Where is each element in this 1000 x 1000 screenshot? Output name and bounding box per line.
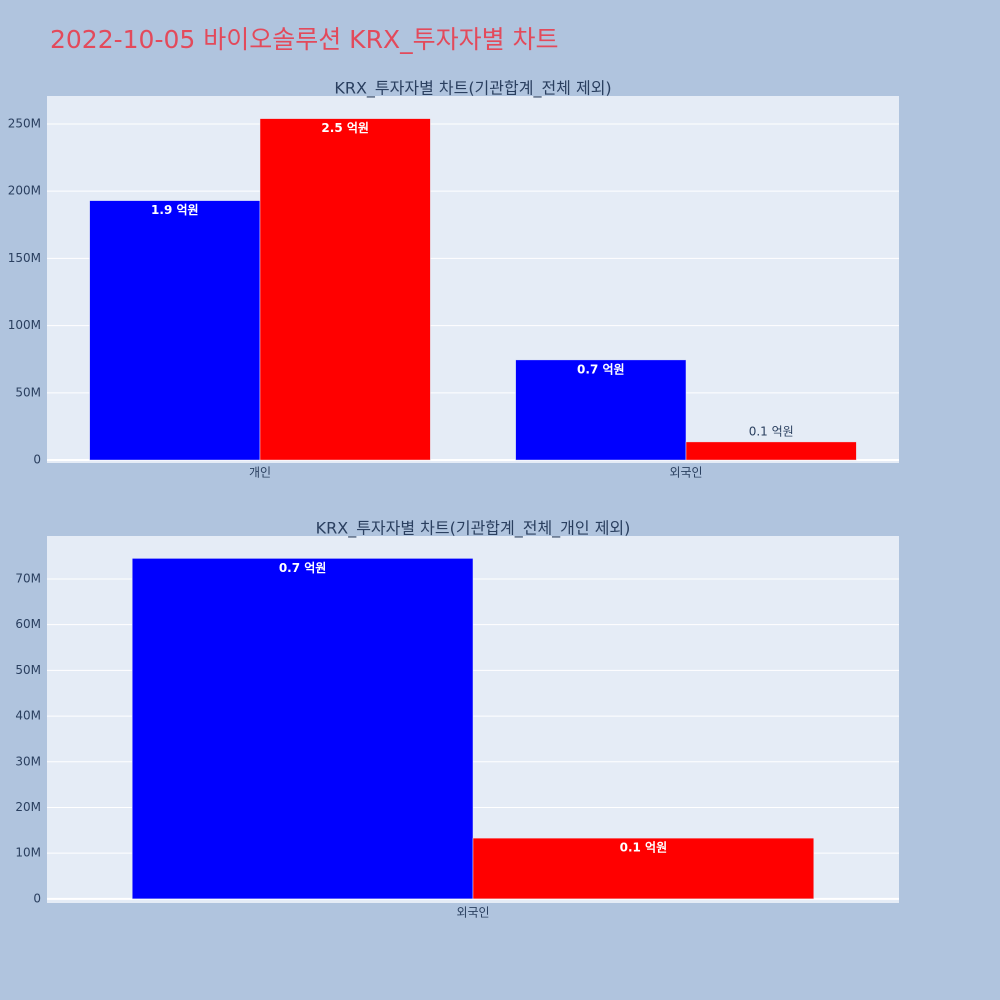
bar <box>259 118 431 461</box>
y-tick-label: 250M <box>8 116 41 130</box>
y-tick-label: 0 <box>33 453 41 467</box>
page-title: 2022-10-05 바이오솔루션 KRX_투자자별 차트 <box>50 25 559 54</box>
y-tick-label: 0 <box>33 891 41 905</box>
y-tick-label: 70M <box>15 571 41 585</box>
value-label: 0.1 억원 <box>620 841 668 855</box>
y-tick-label: 150M <box>8 251 41 265</box>
chart-title: KRX_투자자별 차트(기관합계_전체_개인 제외) <box>316 519 631 539</box>
y-tick-label: 200M <box>8 184 41 198</box>
y-tick-label: 100M <box>8 318 41 332</box>
x-tick-label: 외국인 <box>456 906 489 920</box>
y-tick-label: 30M <box>15 754 41 768</box>
bar <box>685 441 857 461</box>
value-label: 0.1 억원 <box>749 424 794 438</box>
y-tick-label: 10M <box>15 846 41 860</box>
bar <box>472 837 815 900</box>
x-tick-label: 외국인 <box>669 466 702 480</box>
y-tick-label: 50M <box>15 385 41 399</box>
x-tick-label: 개인 <box>249 466 271 480</box>
value-label: 1.9 억원 <box>151 203 199 217</box>
bar <box>131 558 474 900</box>
value-label: 0.7 억원 <box>577 362 625 376</box>
value-label: 0.7 억원 <box>279 561 327 575</box>
y-tick-label: 40M <box>15 709 41 723</box>
bar <box>515 359 687 461</box>
y-tick-label: 50M <box>15 663 41 677</box>
y-tick-label: 20M <box>15 800 41 814</box>
chart-title: KRX_투자자별 차트(기관합계_전체 제외) <box>334 79 611 99</box>
bar <box>89 200 261 461</box>
y-tick-label: 60M <box>15 617 41 631</box>
value-label: 2.5 억원 <box>321 121 369 135</box>
